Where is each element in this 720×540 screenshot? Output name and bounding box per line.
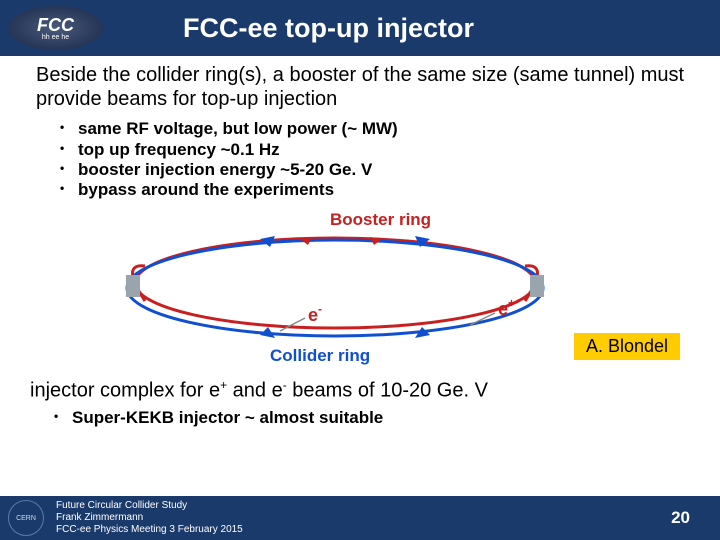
footer-bar: CERN Future Circular Collider Study Fran… [0, 496, 720, 540]
footer-line2: Frank Zimmermann [56, 512, 243, 524]
slide-title: FCC-ee top-up injector [183, 13, 474, 44]
intro-text: Beside the collider ring(s), a booster o… [36, 64, 690, 111]
page-number: 20 [671, 508, 690, 528]
footer-line3: FCC-ee Physics Meeting 3 February 2015 [56, 524, 243, 536]
svg-text:-: - [318, 302, 322, 316]
credit-badge: A. Blondel [574, 333, 680, 360]
bullet-item: top up frequency ~0.1 Hz [60, 140, 690, 160]
logo-sub-text: hh ee he [42, 34, 69, 41]
body-content: Beside the collider ring(s), a booster o… [0, 56, 720, 201]
booster-label: Booster ring [330, 210, 431, 229]
ring-diagram: Booster ring Collider ring e - e + A. Bl… [0, 203, 720, 368]
cern-logo: CERN [8, 500, 44, 536]
svg-text:e: e [308, 305, 318, 325]
bullet-item: booster injection energy ~5-20 Ge. V [60, 160, 690, 180]
sub-bullets: Super-KEKB injector ~ almost suitable [54, 408, 720, 428]
injector-text: injector complex for e+ and e- beams of … [30, 378, 690, 403]
logo-main-text: FCC [37, 16, 74, 34]
svg-text:+: + [508, 296, 515, 310]
main-bullets: same RF voltage, but low power (~ MW) to… [60, 119, 690, 201]
footer-line1: Future Circular Collider Study [56, 500, 243, 512]
svg-text:e: e [498, 299, 508, 319]
bullet-item: bypass around the experiments [60, 180, 690, 200]
header-bar: FCC hh ee he FCC-ee top-up injector [0, 0, 720, 56]
sub-bullet-item: Super-KEKB injector ~ almost suitable [54, 408, 720, 428]
collider-label: Collider ring [270, 346, 370, 365]
lower-suffix: beams of 10-20 Ge. V [287, 379, 488, 401]
lower-prefix: injector complex for e [30, 379, 220, 401]
lower-mid: and e [227, 379, 283, 401]
bullet-item: same RF voltage, but low power (~ MW) [60, 119, 690, 139]
fcc-logo: FCC hh ee he [8, 6, 103, 50]
footer-text-block: Future Circular Collider Study Frank Zim… [56, 500, 243, 536]
